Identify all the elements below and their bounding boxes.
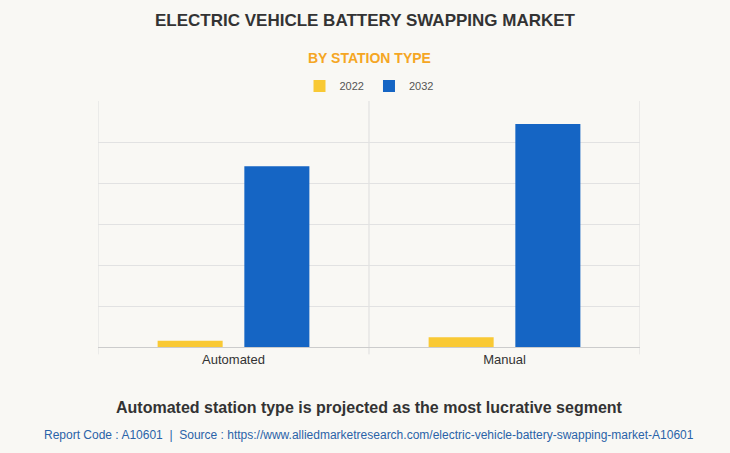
svg-text:BY STATION TYPE: BY STATION TYPE <box>308 50 431 66</box>
svg-text:Manual: Manual <box>483 352 526 367</box>
svg-text:Report Code : A10601 | Sourc: Report Code : A10601 | Source : https://… <box>44 428 694 442</box>
svg-text:ELECTRIC VEHICLE BATTERY SWAPP: ELECTRIC VEHICLE BATTERY SWAPPING MARKET <box>155 11 576 30</box>
svg-text:Automated: Automated <box>202 352 265 367</box>
svg-text:2022: 2022 <box>340 80 364 92</box>
svg-text:Automated station type is proj: Automated station type is projected as t… <box>116 399 623 416</box>
svg-text:2032: 2032 <box>409 80 433 92</box>
